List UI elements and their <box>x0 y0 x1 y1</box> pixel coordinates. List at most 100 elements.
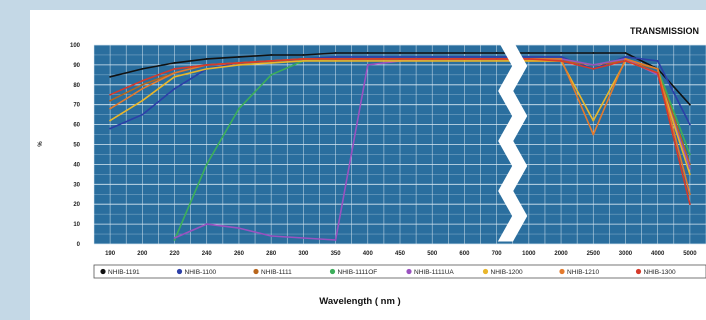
data-point <box>205 223 208 226</box>
data-point <box>109 99 112 102</box>
y-axis-label: % <box>38 141 44 147</box>
data-point <box>334 60 337 62</box>
legend-entry: NHIB-1191 <box>108 269 140 276</box>
legend-marker <box>635 268 642 275</box>
data-point <box>656 60 659 62</box>
data-point <box>109 75 112 78</box>
data-point <box>270 62 273 64</box>
y-tick-label: 40 <box>73 162 80 168</box>
data-point <box>656 71 659 74</box>
data-point <box>688 173 691 176</box>
x-tick-label: 4000 <box>651 251 665 257</box>
data-point <box>656 67 659 70</box>
data-point <box>624 56 627 58</box>
data-point <box>302 237 305 239</box>
y-tick-label: 100 <box>70 43 81 49</box>
legend-marker <box>406 268 412 275</box>
data-point <box>560 58 562 60</box>
y-tick-label: 0 <box>77 242 81 248</box>
data-point <box>560 56 562 58</box>
data-point <box>270 60 273 62</box>
data-point <box>495 56 498 58</box>
data-point <box>238 62 240 64</box>
data-point <box>688 193 691 196</box>
legend-entry: NHIB-1100 <box>185 269 217 276</box>
x-tick-label: 600 <box>459 251 470 257</box>
legend-entry: NHIB-1111 <box>261 269 292 276</box>
y-tick-label: 90 <box>73 63 80 69</box>
data-point <box>270 73 273 76</box>
data-point <box>431 56 434 58</box>
data-point <box>463 60 466 62</box>
data-point <box>173 237 176 239</box>
data-point <box>527 56 530 58</box>
data-point <box>624 52 627 54</box>
legend-entry: NHIB-1111UA <box>414 269 454 276</box>
data-point <box>592 64 595 66</box>
data-point <box>366 56 369 58</box>
data-point <box>173 67 176 70</box>
y-tick-label: 20 <box>73 202 80 208</box>
chart-card: TRANSMISSION % 0 10 20 30 40 50 60 70 80 90 100 190… <box>30 10 706 320</box>
x-tick-label: 200 <box>137 251 148 257</box>
data-point <box>495 60 498 62</box>
data-point <box>141 83 144 86</box>
data-point <box>527 52 530 54</box>
data-point <box>205 163 208 166</box>
y-tick-label: 70 <box>73 103 80 109</box>
x-tick-label: 350 <box>331 251 342 257</box>
data-point <box>399 60 401 62</box>
data-point <box>334 52 337 54</box>
data-point <box>688 153 691 156</box>
x-tick-label: 220 <box>170 251 181 257</box>
x-tick-label: 500 <box>427 251 438 257</box>
x-tick-label: 2500 <box>587 251 601 257</box>
legend-entry: NHIB-1200 <box>491 269 524 276</box>
data-point <box>688 203 691 206</box>
data-point <box>366 58 369 60</box>
legend-entry: NHIB-1300 <box>644 269 677 276</box>
data-point <box>173 239 176 241</box>
data-point <box>141 113 144 116</box>
legend-marker <box>253 268 259 275</box>
legend-marker <box>329 268 336 275</box>
axis-break-marker <box>497 40 528 242</box>
data-point <box>141 67 144 70</box>
data-point <box>366 52 369 54</box>
x-axis-label: Wavelength ( nm ) <box>319 296 400 307</box>
data-point <box>205 67 208 70</box>
data-point <box>366 64 369 66</box>
y-tick-label: 80 <box>73 83 80 89</box>
data-point <box>399 56 401 58</box>
data-point <box>431 52 434 54</box>
data-point <box>592 119 595 122</box>
data-point <box>141 87 144 90</box>
data-point <box>527 58 530 60</box>
x-tick-label: 400 <box>363 251 374 257</box>
x-tick-label: 190 <box>105 251 116 257</box>
data-point <box>624 60 627 62</box>
data-point <box>109 127 112 130</box>
data-point <box>173 87 176 90</box>
data-point <box>109 93 112 96</box>
data-point <box>688 123 691 126</box>
data-point <box>463 58 466 60</box>
legend-marker <box>100 268 106 275</box>
data-point <box>302 54 305 56</box>
legend-box <box>93 264 706 279</box>
data-point <box>141 99 144 102</box>
x-tick-label: 240 <box>202 251 213 257</box>
x-tick-label: 5000 <box>683 251 697 257</box>
legend-entry: NHIB-1111OF <box>338 269 378 276</box>
data-point <box>592 133 595 136</box>
data-point <box>238 227 240 229</box>
data-point <box>334 58 337 60</box>
legend-entry: NHIB-1210 <box>567 269 600 276</box>
legend-marker <box>559 268 565 275</box>
transmission-chart: TRANSMISSION % 0 10 20 30 40 50 60 70 80 90 100 190… <box>38 26 706 307</box>
data-point <box>592 67 595 70</box>
data-point <box>302 60 305 62</box>
data-point <box>399 58 401 60</box>
data-point <box>624 58 627 60</box>
data-point <box>431 60 434 62</box>
